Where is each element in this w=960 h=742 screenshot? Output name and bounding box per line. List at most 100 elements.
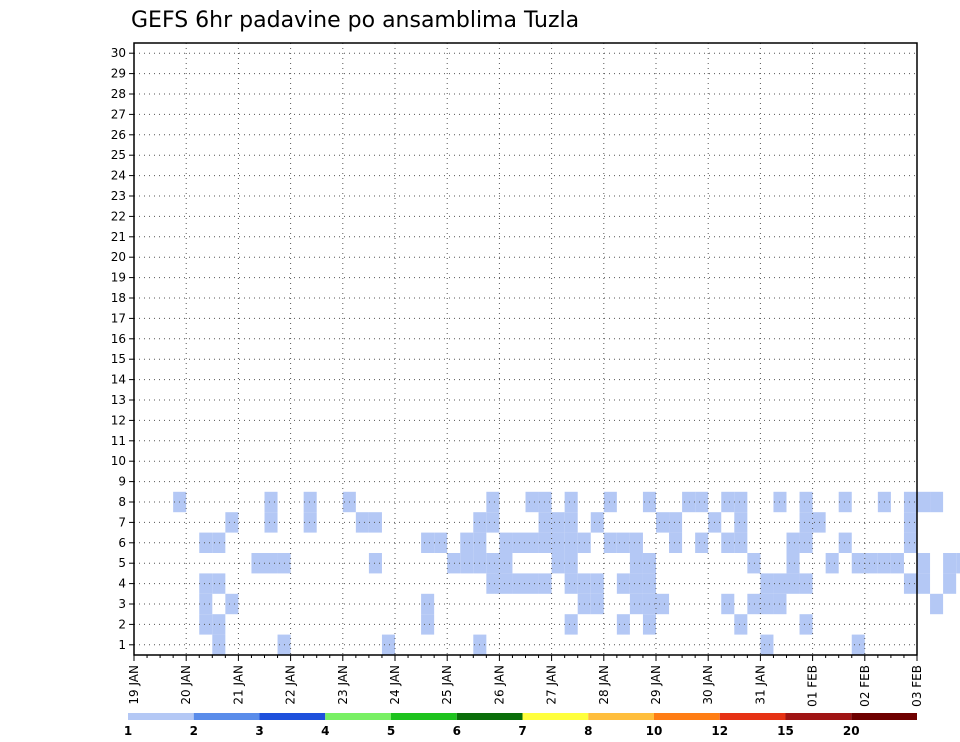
heatmap-cell [603, 491, 617, 513]
heatmap-cell [917, 491, 931, 513]
heatmap-cell [786, 532, 800, 553]
heatmap-cell [629, 553, 643, 574]
heatmap-cell [799, 573, 813, 594]
y-tick-label: 21 [111, 230, 126, 244]
heatmap-cell [903, 491, 917, 513]
heatmap-cell [368, 512, 382, 533]
heatmap-cell [525, 573, 539, 594]
y-tick-label: 25 [111, 148, 126, 162]
heatmap-cell [656, 512, 670, 533]
y-tick-label: 11 [111, 434, 126, 448]
heatmap-cell [825, 553, 839, 574]
colorbar-swatch [719, 713, 786, 720]
colorbar-swatch [259, 713, 326, 720]
heatmap-cell [669, 532, 683, 553]
colorbar-label: 20 [843, 724, 860, 738]
heatmap-cell [786, 553, 800, 574]
x-tick-label: 23 JAN [336, 665, 350, 705]
colorbar: 1 2 3 4 5 6 7 8 10 12 15 20 [124, 713, 917, 738]
x-tick-label: 20 JAN [179, 665, 193, 705]
heatmap-cell [760, 634, 774, 655]
y-tick-label: 29 [111, 67, 126, 81]
heatmap-cell [499, 573, 513, 594]
heatmap-cell [799, 532, 813, 553]
y-tick-label: 30 [111, 46, 126, 60]
colorbar-label: 10 [646, 724, 663, 738]
heatmap-cell [499, 532, 513, 553]
x-tick-label: 26 JAN [492, 665, 506, 705]
heatmap-cell [590, 512, 604, 533]
heatmap-cell [421, 614, 435, 635]
heatmap-cell [917, 553, 931, 574]
x-tick-label: 01 FEB [806, 665, 820, 707]
heatmap-cell [656, 593, 670, 615]
heatmap-cell [838, 491, 852, 513]
heatmap-cell [747, 593, 761, 615]
heatmap-cell [460, 532, 474, 553]
heatmap-cell [669, 512, 683, 533]
heatmap-cell [616, 614, 630, 635]
heatmap-cell [368, 553, 382, 574]
x-tick-label: 28 JAN [597, 665, 611, 705]
heatmap-cell [421, 532, 435, 553]
heatmap-cell [460, 553, 474, 574]
heatmap-cell [303, 491, 317, 513]
colorbar-label: 2 [190, 724, 198, 738]
heatmap-cell [943, 553, 957, 574]
heatmap-cell [917, 573, 931, 594]
heatmap-cell [199, 593, 213, 615]
heatmap-cell [734, 491, 748, 513]
colorbar-swatch [391, 713, 457, 720]
colorbar-swatch [128, 713, 194, 720]
y-tick-label: 2 [118, 617, 126, 631]
heatmap-cell [590, 593, 604, 615]
y-tick-label: 12 [111, 413, 126, 427]
heatmap-cell [251, 553, 265, 574]
y-tick-label: 15 [111, 352, 126, 366]
heatmap-cell [786, 573, 800, 594]
grid-lines [134, 43, 917, 655]
y-tick-label: 26 [111, 128, 126, 142]
heatmap-cell [381, 634, 395, 655]
heatmap-cell [212, 532, 226, 553]
y-tick-label: 17 [111, 311, 126, 325]
heatmap-cell [538, 491, 552, 513]
colorbar-label: 8 [584, 724, 592, 738]
heatmap-cell [538, 532, 552, 553]
colorbar-label: 6 [453, 724, 461, 738]
heatmap-cell [760, 593, 774, 615]
colorbar-swatch [588, 713, 654, 720]
heatmap-cell [199, 532, 213, 553]
heatmap-cell [838, 532, 852, 553]
x-tick-label: 22 JAN [284, 665, 298, 705]
heatmap-cell [721, 532, 735, 553]
heatmap-cell [590, 573, 604, 594]
heatmap-cell [564, 532, 578, 553]
heatmap-cell [734, 512, 748, 533]
y-tick-label: 14 [111, 373, 126, 387]
heatmap-cell [564, 491, 578, 513]
x-tick-label: 02 FEB [858, 665, 872, 707]
y-tick-label: 16 [111, 332, 126, 346]
heatmap-cell [199, 614, 213, 635]
heatmap-cell [551, 553, 565, 574]
heatmap-cell [930, 491, 944, 513]
heatmap-cell [421, 593, 435, 615]
heatmap-cell [851, 553, 865, 574]
heatmap-cell [303, 512, 317, 533]
colorbar-swatch [522, 713, 589, 720]
x-tick-label: 27 JAN [545, 665, 559, 705]
colorbar-label: 12 [711, 724, 728, 738]
heatmap-cell [512, 573, 526, 594]
heatmap-cell [447, 553, 461, 574]
y-tick-label: 18 [111, 291, 126, 305]
heatmap-cell [525, 491, 539, 513]
heatmap-cell [486, 553, 500, 574]
y-tick-label: 9 [118, 475, 126, 489]
colorbar-label: 7 [518, 724, 526, 738]
chart-title: GEFS 6hr padavine po ansamblima Tuzla [131, 8, 579, 33]
heatmap-cell [355, 512, 369, 533]
x-tick-label: 24 JAN [388, 665, 402, 705]
y-tick-label: 27 [111, 107, 126, 121]
